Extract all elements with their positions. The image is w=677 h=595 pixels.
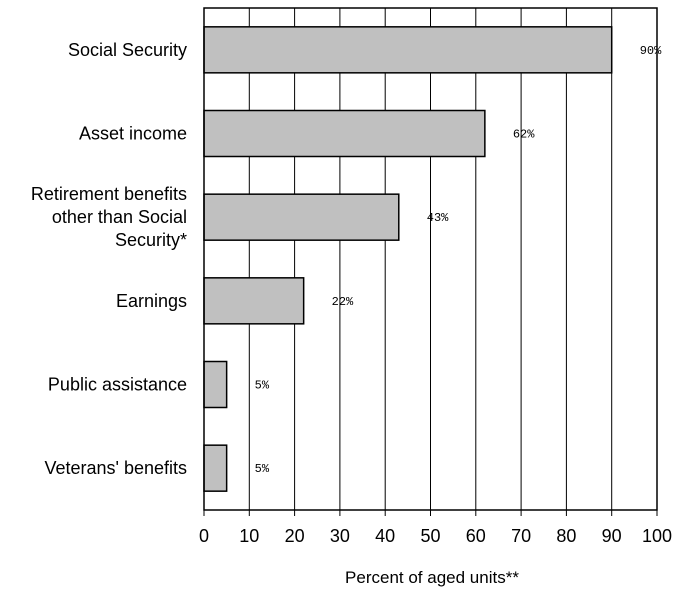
data-labels: 90% 62% 43% 22% 5% 5% [255,44,662,476]
data-label-2: 43% [427,211,449,225]
category-label-2-line-2: Security* [115,230,187,250]
category-label-3-line-0: Earnings [116,291,187,311]
x-tick-label-60: 60 [466,526,486,546]
category-label-2-line-0: Retirement benefits [31,184,187,204]
bar-2 [203,193,400,241]
category-label-1: Asset income [79,124,187,144]
bar-5 [203,444,228,492]
x-tick-label-40: 40 [375,526,395,546]
category-label-2-line-1: other than Social [52,207,187,227]
x-tick-label-70: 70 [511,526,531,546]
x-tick-label-100: 100 [642,526,672,546]
category-label-4: Public assistance [48,375,187,395]
bar-1 [203,109,486,158]
x-axis-title: Percent of aged units** [345,568,519,587]
x-axis-ticks: 0 10 20 30 40 50 60 70 80 90 100 [199,510,672,546]
data-label-1: 62% [513,128,535,142]
data-label-5: 5% [255,462,270,476]
bars [203,26,613,492]
bar-3 [203,277,305,325]
data-label-0: 90% [640,44,662,58]
category-label-3: Earnings [116,291,187,311]
x-tick-label-30: 30 [330,526,350,546]
data-label-3: 22% [332,295,354,309]
category-label-5-line-0: Veterans' benefits [44,458,187,478]
category-label-4-line-0: Public assistance [48,375,187,395]
category-label-0: Social Security [68,40,187,60]
x-tick-label-90: 90 [602,526,622,546]
x-tick-label-50: 50 [420,526,440,546]
category-label-0-line-0: Social Security [68,40,187,60]
data-label-4: 5% [255,379,270,393]
bar-4 [203,360,228,409]
category-label-1-line-0: Asset income [79,124,187,144]
x-tick-label-20: 20 [285,526,305,546]
x-tick-label-10: 10 [239,526,259,546]
x-tick-label-0: 0 [199,526,209,546]
x-tick-label-80: 80 [556,526,576,546]
category-label-2: Retirement benefits other than Social Secu… [31,184,187,250]
category-labels: Social Security Asset income Retirement be… [31,40,187,478]
bar-0 [203,26,613,74]
grid-lines [248,8,613,510]
category-label-5: Veterans' benefits [44,458,187,478]
